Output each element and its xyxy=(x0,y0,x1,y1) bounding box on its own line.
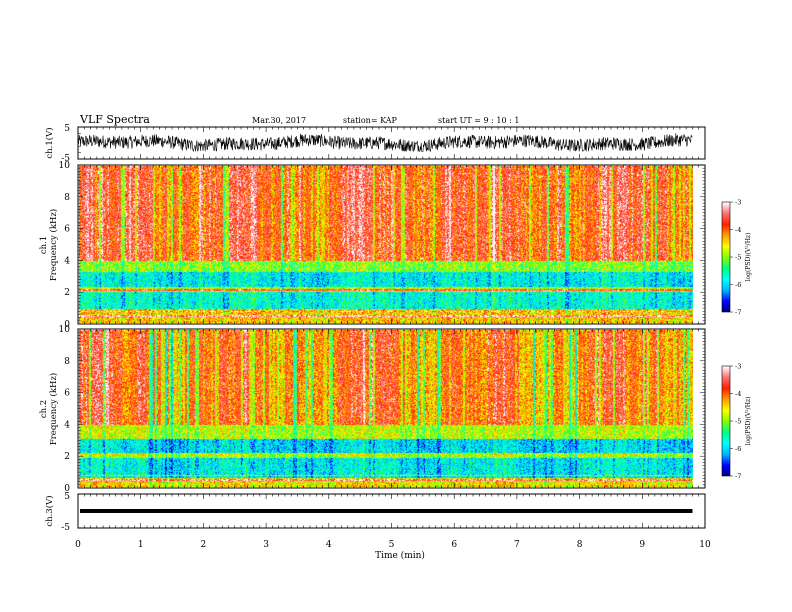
time-tick-label-0: 0 xyxy=(75,540,81,550)
cb2-tick--5: -5 xyxy=(735,418,741,426)
figure-title: VLF Spectra xyxy=(79,113,150,126)
cb2-tick--6: -6 xyxy=(735,445,741,453)
spec1-ytick-4: 4 xyxy=(64,256,70,266)
time-tick-label-6: 6 xyxy=(451,540,457,550)
spec1-ytick-0: 0 xyxy=(64,320,70,330)
spec1-ytick-8: 8 xyxy=(64,193,70,203)
spec1-ytick-2: 2 xyxy=(64,288,70,298)
spec2-ytick-2: 2 xyxy=(64,452,70,462)
ch1-ytick-top: 5 xyxy=(64,124,70,134)
time-tick-label-2: 2 xyxy=(201,540,207,550)
cb1-tick--4: -4 xyxy=(735,226,741,234)
ch1-waveform-panel: 5 -5 ch.1(V) xyxy=(44,124,706,164)
cb1-tick--3: -3 xyxy=(735,199,741,207)
ch3-waveform-panel: 5 -5 ch.3(V) xyxy=(44,492,706,533)
spec2-ytick-10: 10 xyxy=(59,325,71,335)
cb1-tick--7: -7 xyxy=(735,309,741,317)
cb2-tick--7: -7 xyxy=(735,473,741,481)
ch3-waveform-ylabel: ch.3(V) xyxy=(44,495,55,526)
ch3-ytick-bottom: -5 xyxy=(61,523,70,533)
ch1-spectrogram-ylabel-frequency: Frequency (kHz) xyxy=(48,209,59,281)
station-label: station= KAP xyxy=(343,116,398,125)
time-tick-label-9: 9 xyxy=(639,540,645,550)
time-tick-label-4: 4 xyxy=(326,540,332,550)
ch2-colorbar xyxy=(722,366,730,476)
time-tick-label-5: 5 xyxy=(389,540,395,550)
ch2-spectrogram-ylabel-frequency: Frequency (kHz) xyxy=(48,373,59,445)
ch2-spectrogram-ylabel-channel: ch.2 xyxy=(39,400,49,418)
spec2-ytick-0: 0 xyxy=(64,484,70,494)
ch2-colorbar-label: log(PSD)(V²/Hz) xyxy=(745,397,752,446)
date-label: Mar.30, 2017 xyxy=(252,116,306,125)
ch1-waveform-line xyxy=(77,133,693,153)
time-tick-label-10: 10 xyxy=(699,540,711,550)
ch2-spectrogram-heatmap xyxy=(79,330,693,487)
spec1-ytick-10: 10 xyxy=(59,161,71,171)
spec2-ytick-8: 8 xyxy=(64,357,70,367)
cb2-tick--3: -3 xyxy=(735,363,741,371)
spec2-ytick-6: 6 xyxy=(64,389,70,399)
ch1-colorbar xyxy=(722,202,730,312)
ch1-spectrogram-heatmap xyxy=(79,166,693,323)
time-tick-label-3: 3 xyxy=(263,540,269,550)
time-tick-label-8: 8 xyxy=(577,540,583,550)
ch3-ytick-top: 5 xyxy=(64,492,70,502)
ch1-colorbar-label: log(PSD)(V²/Hz) xyxy=(745,233,752,282)
ch1-waveform-ylabel: ch.1(V) xyxy=(44,127,55,158)
spec1-ytick-6: 6 xyxy=(64,225,70,235)
ch1-ytick-bottom: -5 xyxy=(61,154,70,164)
ch1-spectrogram-ylabel-channel: ch.1 xyxy=(39,236,49,254)
cb2-tick--4: -4 xyxy=(735,390,741,398)
time-axis-ticks: 0 1 2 3 4 5 6 7 8 9 10 xyxy=(75,127,711,550)
time-tick-label-7: 7 xyxy=(514,540,520,550)
cb1-tick--6: -6 xyxy=(735,281,741,289)
spec2-ytick-4: 4 xyxy=(64,420,70,430)
start-time-label: start UT = 9 : 10 : 1 xyxy=(438,116,519,125)
cb1-tick--5: -5 xyxy=(735,254,741,262)
time-axis-label: Time (min) xyxy=(375,550,425,561)
time-tick-label-1: 1 xyxy=(138,540,144,550)
